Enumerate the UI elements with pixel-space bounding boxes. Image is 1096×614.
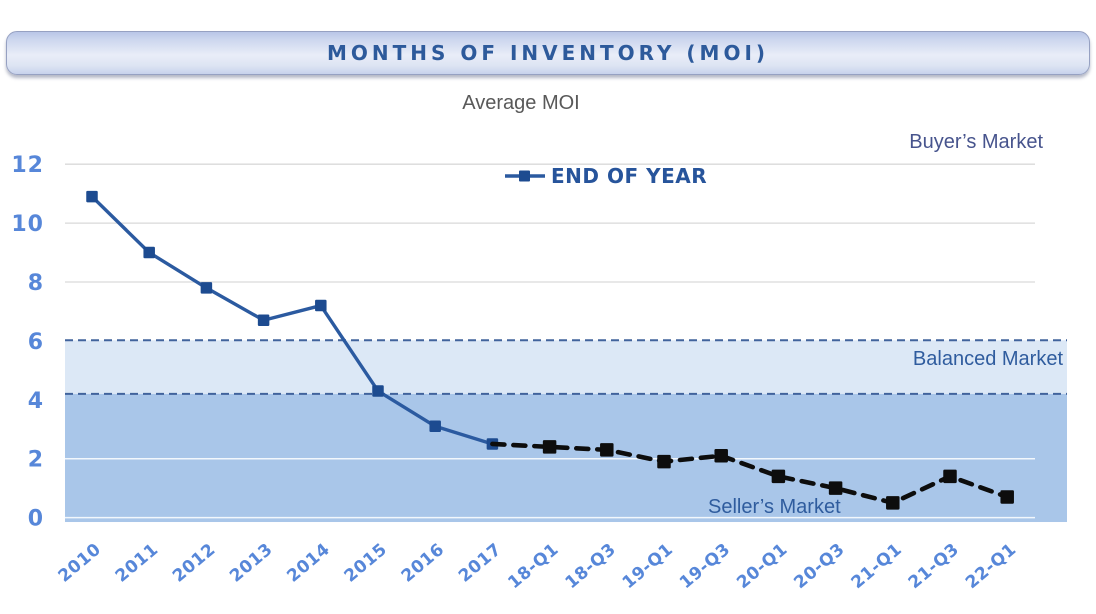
x-axis-label-2014: 2014 xyxy=(283,540,334,587)
data-point-quarterly-dashed xyxy=(943,469,957,484)
data-point-quarterly-dashed xyxy=(600,443,614,457)
page-title: MONTHS OF INVENTORY (MOI) xyxy=(326,41,770,65)
x-axis-label-20-Q1: 20-Q1 xyxy=(733,540,791,594)
data-point-end-of-year xyxy=(315,299,327,312)
data-point-quarterly-dashed xyxy=(1000,490,1014,504)
chart-subtitle: Average MOI xyxy=(462,92,580,114)
y-axis-label-2: 2 xyxy=(28,448,44,473)
data-point-end-of-year xyxy=(86,190,98,203)
data-point-end-of-year xyxy=(257,314,270,327)
data-point-quarterly-dashed xyxy=(828,481,843,495)
legend-label: END OF YEAR xyxy=(551,164,708,188)
x-axis-label-2013: 2013 xyxy=(226,540,277,587)
x-axis-label-19-Q3: 19-Q3 xyxy=(676,540,734,594)
data-point-quarterly-dashed xyxy=(886,496,900,510)
x-axis-label-18-Q3: 18-Q3 xyxy=(562,540,620,594)
data-point-quarterly-dashed xyxy=(771,469,786,484)
data-point-end-of-year xyxy=(200,282,213,294)
y-axis-label-6: 6 xyxy=(28,330,44,355)
balanced-market-label: Balanced Market xyxy=(912,348,1063,370)
chart-legend: END OF YEAR xyxy=(504,164,707,188)
x-axis-label-2012: 2012 xyxy=(169,540,220,587)
x-axis-label-18-Q1: 18-Q1 xyxy=(504,540,562,594)
x-axis-label-21-Q3: 21-Q3 xyxy=(905,540,963,594)
y-axis-label-8: 8 xyxy=(28,271,44,296)
series-line-end-of-year xyxy=(90,194,495,446)
x-axis-label-21-Q1: 21-Q1 xyxy=(848,540,906,594)
data-point-end-of-year xyxy=(372,385,384,397)
x-axis-label-2016: 2016 xyxy=(398,540,449,587)
x-axis-label-2010: 2010 xyxy=(55,540,106,587)
x-axis-label-2011: 2011 xyxy=(112,540,163,587)
y-axis-label-12: 12 xyxy=(11,153,44,178)
data-point-end-of-year xyxy=(143,246,155,259)
y-axis-label-10: 10 xyxy=(11,212,44,237)
data-point-quarterly-dashed xyxy=(657,454,671,469)
y-axis-label-4: 4 xyxy=(28,389,44,414)
band-balanced xyxy=(65,340,1067,394)
end-of-year-legend-marker-icon xyxy=(505,170,545,182)
x-axis-label-22-Q1: 22-Q1 xyxy=(962,540,1020,594)
title-banner: MONTHS OF INVENTORY (MOI) xyxy=(6,31,1090,75)
x-axis-label-20-Q3: 20-Q3 xyxy=(790,540,848,594)
data-point-end-of-year xyxy=(429,420,441,433)
data-point-quarterly-dashed xyxy=(542,440,557,454)
x-axis-label-2015: 2015 xyxy=(341,540,392,587)
buyers-market-label: Buyer’s Market xyxy=(909,131,1043,153)
data-point-quarterly-dashed xyxy=(714,449,728,463)
x-axis-label-2017: 2017 xyxy=(455,540,506,587)
series-line-quarterly-dashed xyxy=(490,441,1010,506)
x-axis-label-19-Q1: 19-Q1 xyxy=(619,540,677,594)
sellers-market-label: Seller’s Market xyxy=(708,496,841,518)
y-axis-label-0: 0 xyxy=(28,507,44,532)
